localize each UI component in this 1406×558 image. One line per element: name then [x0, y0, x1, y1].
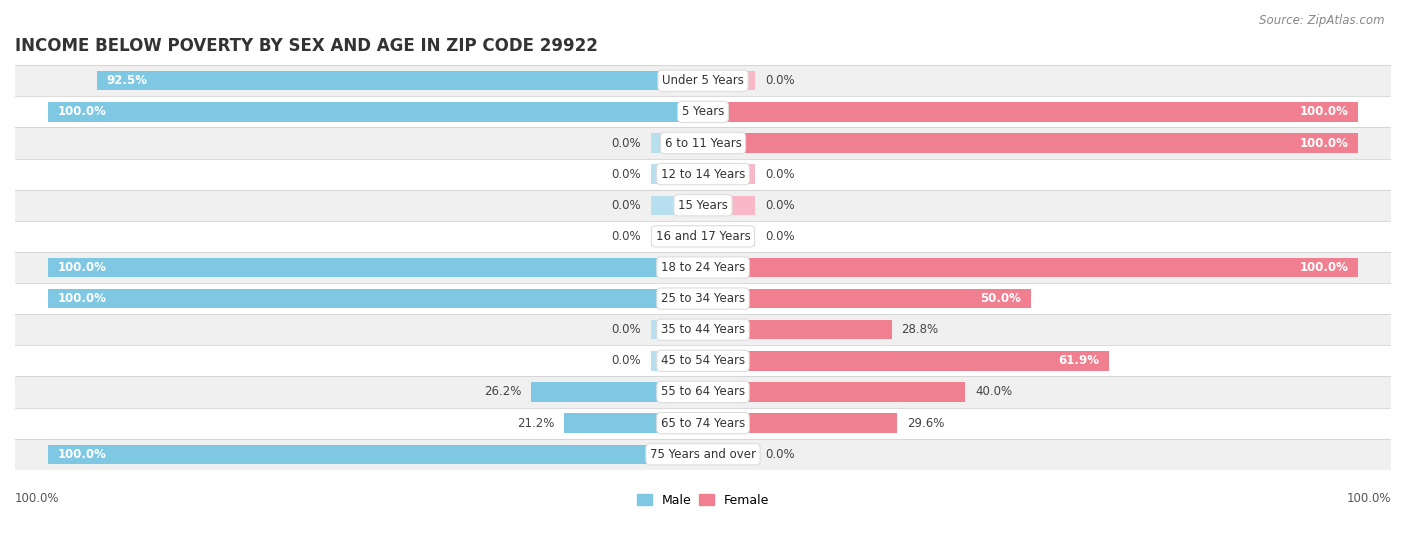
Bar: [703, 133, 1358, 153]
Bar: [651, 196, 703, 215]
Bar: [15, 439, 1391, 470]
Text: 29.6%: 29.6%: [907, 417, 945, 430]
Bar: [703, 71, 755, 90]
Bar: [651, 351, 703, 371]
Text: 0.0%: 0.0%: [612, 230, 641, 243]
Text: 75 Years and over: 75 Years and over: [650, 448, 756, 461]
Text: 0.0%: 0.0%: [612, 199, 641, 211]
Text: 100.0%: 100.0%: [1347, 492, 1391, 504]
Bar: [15, 158, 1391, 190]
Bar: [48, 445, 703, 464]
Bar: [531, 382, 703, 402]
Bar: [703, 445, 755, 464]
Bar: [703, 289, 1031, 308]
Text: 35 to 44 Years: 35 to 44 Years: [661, 323, 745, 336]
Bar: [15, 377, 1391, 407]
Bar: [48, 258, 703, 277]
Text: 100.0%: 100.0%: [1299, 261, 1348, 274]
Text: 0.0%: 0.0%: [612, 167, 641, 181]
Text: 0.0%: 0.0%: [765, 74, 794, 87]
Text: 0.0%: 0.0%: [765, 199, 794, 211]
Bar: [15, 190, 1391, 221]
Text: 0.0%: 0.0%: [612, 354, 641, 367]
Bar: [651, 165, 703, 184]
Text: 26.2%: 26.2%: [484, 386, 522, 398]
Bar: [703, 258, 1358, 277]
Text: 0.0%: 0.0%: [765, 448, 794, 461]
Text: 100.0%: 100.0%: [58, 261, 107, 274]
Legend: Male, Female: Male, Female: [631, 489, 775, 512]
Bar: [48, 289, 703, 308]
Bar: [703, 320, 891, 339]
Text: 0.0%: 0.0%: [612, 137, 641, 150]
Bar: [703, 196, 755, 215]
Text: 100.0%: 100.0%: [58, 105, 107, 118]
Text: 0.0%: 0.0%: [765, 230, 794, 243]
Text: 40.0%: 40.0%: [974, 386, 1012, 398]
Text: 92.5%: 92.5%: [107, 74, 148, 87]
Bar: [15, 252, 1391, 283]
Text: 100.0%: 100.0%: [58, 292, 107, 305]
Text: 0.0%: 0.0%: [612, 323, 641, 336]
Bar: [15, 314, 1391, 345]
Bar: [564, 413, 703, 433]
Text: 100.0%: 100.0%: [1299, 137, 1348, 150]
Text: 16 and 17 Years: 16 and 17 Years: [655, 230, 751, 243]
Text: 50.0%: 50.0%: [980, 292, 1021, 305]
Text: 55 to 64 Years: 55 to 64 Years: [661, 386, 745, 398]
Bar: [97, 71, 703, 90]
Bar: [703, 102, 1358, 122]
Text: INCOME BELOW POVERTY BY SEX AND AGE IN ZIP CODE 29922: INCOME BELOW POVERTY BY SEX AND AGE IN Z…: [15, 37, 598, 55]
Bar: [703, 413, 897, 433]
Text: 100.0%: 100.0%: [58, 448, 107, 461]
Text: 25 to 34 Years: 25 to 34 Years: [661, 292, 745, 305]
Bar: [15, 65, 1391, 97]
Text: 5 Years: 5 Years: [682, 105, 724, 118]
Text: 15 Years: 15 Years: [678, 199, 728, 211]
Bar: [48, 102, 703, 122]
Bar: [703, 382, 965, 402]
Text: 12 to 14 Years: 12 to 14 Years: [661, 167, 745, 181]
Text: 18 to 24 Years: 18 to 24 Years: [661, 261, 745, 274]
Bar: [703, 165, 755, 184]
Text: 100.0%: 100.0%: [15, 492, 59, 504]
Bar: [15, 97, 1391, 127]
Text: 45 to 54 Years: 45 to 54 Years: [661, 354, 745, 367]
Text: 61.9%: 61.9%: [1057, 354, 1098, 367]
Bar: [15, 407, 1391, 439]
Bar: [651, 133, 703, 153]
Text: 28.8%: 28.8%: [901, 323, 939, 336]
Bar: [703, 227, 755, 246]
Bar: [651, 227, 703, 246]
Text: 21.2%: 21.2%: [517, 417, 554, 430]
Bar: [15, 345, 1391, 377]
Text: 100.0%: 100.0%: [1299, 105, 1348, 118]
Bar: [15, 221, 1391, 252]
Bar: [651, 320, 703, 339]
Text: Source: ZipAtlas.com: Source: ZipAtlas.com: [1260, 14, 1385, 27]
Text: Under 5 Years: Under 5 Years: [662, 74, 744, 87]
Bar: [15, 127, 1391, 158]
Bar: [703, 351, 1108, 371]
Text: 0.0%: 0.0%: [765, 167, 794, 181]
Bar: [15, 283, 1391, 314]
Text: 6 to 11 Years: 6 to 11 Years: [665, 137, 741, 150]
Text: 65 to 74 Years: 65 to 74 Years: [661, 417, 745, 430]
